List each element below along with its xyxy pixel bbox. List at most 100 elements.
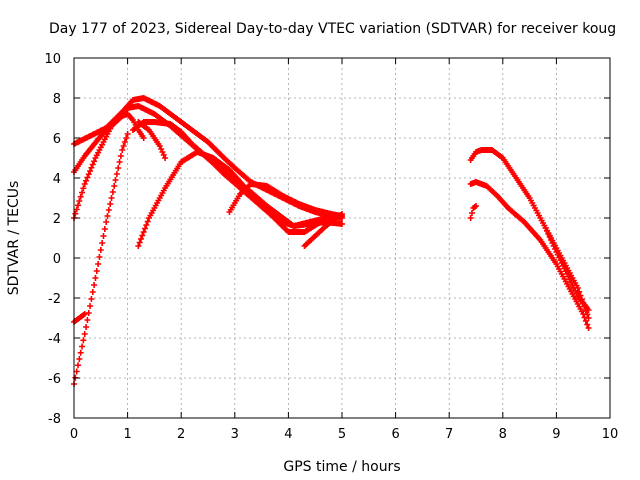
data-point (103, 219, 110, 225)
data-point (139, 232, 146, 239)
data-point (116, 159, 123, 165)
x-tick-label: 1 (123, 427, 131, 442)
y-tick-labels: -8 -6 -4 -2 0 2 4 6 8 10 (44, 52, 61, 427)
data-point (142, 225, 149, 232)
data-point (585, 325, 592, 331)
data-point (81, 181, 88, 187)
y-tick-label: 10 (44, 52, 61, 67)
x-tick-label: 7 (445, 427, 453, 442)
data-point (91, 158, 98, 165)
series-arc-l (467, 179, 592, 331)
x-tick-label: 4 (284, 427, 292, 442)
data-point (162, 155, 169, 161)
x-tick-label: 10 (602, 427, 619, 442)
y-tick-label: -8 (48, 412, 61, 427)
data-point (76, 198, 83, 204)
x-tick-label: 6 (391, 427, 399, 442)
data-point (84, 174, 91, 181)
data-point (581, 314, 588, 321)
series-arc-e (71, 131, 131, 387)
data-point (75, 202, 82, 209)
y-tick-label: -4 (48, 332, 61, 347)
data-point (80, 337, 87, 344)
y-axis-label: SDTVAR / TECUs (6, 181, 22, 296)
data-point (85, 171, 92, 178)
data-point (120, 143, 127, 149)
data-point (143, 222, 150, 228)
data-point (89, 161, 96, 168)
data-point (140, 135, 147, 141)
data-point (99, 240, 106, 246)
data-point (87, 303, 94, 309)
data-point (109, 189, 116, 195)
data-point (77, 193, 84, 200)
data-points (71, 95, 592, 387)
data-point (112, 177, 119, 183)
data-point (88, 296, 95, 302)
data-point (339, 211, 345, 217)
data-point (92, 275, 99, 281)
data-point (584, 321, 591, 328)
data-point (100, 233, 107, 239)
data-point (117, 153, 124, 159)
x-tick-label: 3 (231, 427, 239, 442)
data-point (101, 226, 108, 232)
chart-title: Day 177 of 2023, Sidereal Day-to-day VTE… (49, 21, 616, 37)
data-point (79, 343, 86, 350)
data-point (75, 362, 82, 369)
data-point (93, 268, 100, 274)
data-point (113, 171, 120, 177)
data-point (77, 349, 84, 356)
series-arc-n (542, 225, 592, 313)
data-point (76, 356, 83, 362)
data-point (97, 247, 104, 253)
data-point (91, 282, 98, 288)
series-arc-m (467, 203, 479, 221)
x-tick-label: 2 (177, 427, 185, 442)
data-point (85, 310, 92, 316)
data-point (95, 261, 102, 267)
y-tick-label: -6 (48, 372, 61, 387)
data-point (83, 324, 90, 330)
y-tick-label: 4 (53, 172, 61, 187)
data-point (83, 177, 90, 184)
x-tick-label: 8 (499, 427, 507, 442)
data-point (140, 229, 147, 235)
data-point (138, 236, 144, 242)
data-point (73, 206, 80, 213)
data-point (144, 218, 151, 225)
data-point (585, 307, 592, 313)
y-tick-label: 6 (53, 132, 61, 147)
data-point (582, 318, 589, 324)
y-tick-label: 2 (53, 212, 61, 227)
y-tick-label: 8 (53, 92, 61, 107)
data-point (135, 243, 142, 249)
y-tick-label: -2 (48, 292, 61, 307)
x-tick-label: 0 (70, 427, 78, 442)
data-point (73, 368, 80, 375)
data-point (88, 164, 95, 171)
series-arc-j (301, 211, 345, 249)
data-point (124, 131, 131, 137)
data-point (119, 147, 126, 153)
data-point (115, 165, 122, 171)
data-point (81, 311, 88, 317)
data-point (79, 189, 86, 196)
data-point (84, 317, 91, 323)
data-point (89, 289, 96, 295)
data-point (108, 195, 115, 201)
data-point (105, 207, 112, 213)
data-point (121, 139, 128, 145)
data-point (87, 168, 94, 174)
x-tick-label: 5 (338, 427, 346, 442)
data-point (473, 203, 479, 209)
data-point (580, 311, 587, 317)
data-point (136, 239, 143, 246)
data-point (107, 201, 114, 207)
axis-ticks (73, 57, 611, 419)
data-point (81, 331, 88, 337)
grid (74, 58, 610, 418)
data-point (123, 135, 130, 141)
x-axis-label: GPS time / hours (283, 459, 400, 475)
